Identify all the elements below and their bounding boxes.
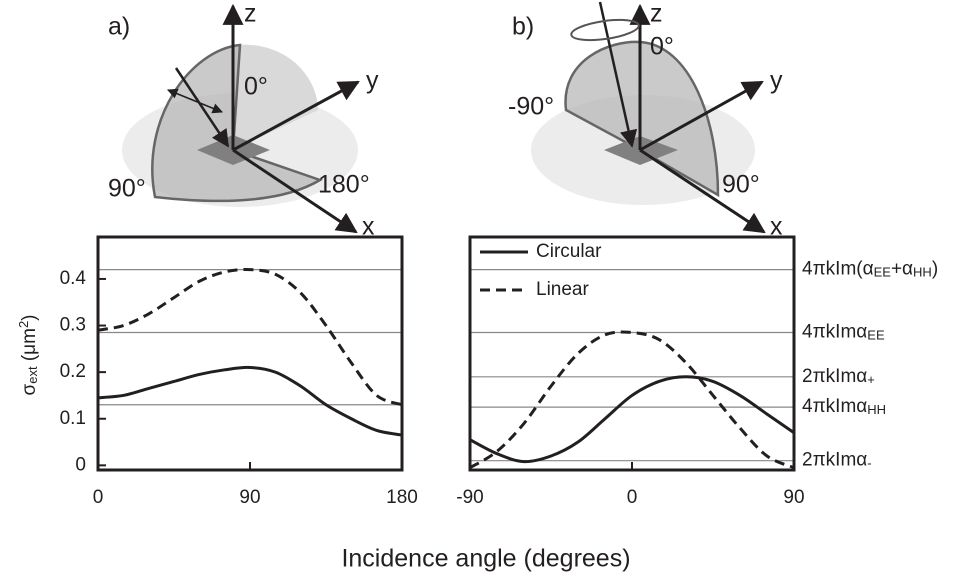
y2-tick-label: 2πkImα+ [802,366,875,387]
label-part: σ [19,384,40,396]
label-part: 2πkImα [802,366,867,387]
plot-frame [468,235,796,472]
angle-label: 180° [318,171,370,199]
panel-label: b) [512,13,534,41]
label-part: + [867,372,875,387]
angle-label: 0° [650,33,674,61]
label-part: ) [19,314,40,320]
incidence-plane [564,40,720,198]
x-axis [232,148,358,234]
incident-beam [598,1,638,148]
diagram-b: b) z y x 0° -90° 90° [508,0,783,241]
x-tick-label: 0 [627,487,638,508]
panel-label: a) [108,13,130,41]
y-axis-title: σext (μm2) [16,314,41,395]
series-line [97,365,403,437]
label-part: HH [913,265,932,280]
label-part: 4πkImα [802,322,867,343]
y-axis [232,80,360,152]
label-part: HH [867,402,886,417]
x-axis [639,148,766,234]
axis-name: y [366,67,379,95]
y2-tick-label: 4πkImαHH [802,396,886,417]
series-line [469,375,795,464]
label-part: 4πkIm(α [802,259,874,280]
axis-name: z [244,0,257,28]
polarization [167,88,223,114]
angle-label: 90° [722,171,760,199]
y-tick-label: 0.4 [60,268,87,289]
label-part: ext [25,366,40,384]
angle-label: 90° [108,175,146,203]
axis-name: x [770,213,783,241]
plot-frame [96,235,404,472]
label-part: ) [932,259,938,280]
series-line [469,330,795,470]
incidence-plane [151,43,323,203]
label-part: 2 [16,321,31,328]
x-axis-title: Incidence angle (degrees) [341,545,630,573]
legend-label: Circular [536,241,602,262]
x-tick-label: 180 [386,487,418,508]
label-part: - [867,456,871,471]
y-tick-label: 0.2 [60,361,86,382]
label-part: EE [867,328,885,343]
y-tick-label: 0 [75,454,86,475]
label-part: EE [874,265,892,280]
y-tick-label: 0.3 [60,315,86,336]
axis-name: y [770,67,783,95]
label-part: 4πkImα [802,396,867,417]
angle-label: -90° [508,93,554,121]
y2-tick-label: 4πkImαEE [802,322,885,343]
y2-tick-label: 2πkImα- [802,450,872,471]
label-part: +α [891,259,913,280]
legend-label: Linear [536,279,589,300]
x-tick-label: 0 [93,487,104,508]
y2-tick-label: 4πkIm(αEE+αHH) [802,259,938,280]
axis-name: z [650,0,663,28]
axis-name: x [362,213,375,241]
series-line [97,268,403,407]
diagram-a: a) z y x 0° 90° 180° [108,0,379,241]
y-axis [639,80,764,152]
label-part: 2πkImα [802,450,867,471]
y-tick-label: 0.1 [60,408,86,429]
x-tick-label: -90 [456,487,483,508]
label-part: (μm [19,328,40,366]
x-tick-label: 90 [783,487,804,508]
plane-back [233,44,318,150]
x-tick-label: 90 [239,487,260,508]
angle-label: 0° [244,73,268,101]
circular-polarization [570,18,640,42]
